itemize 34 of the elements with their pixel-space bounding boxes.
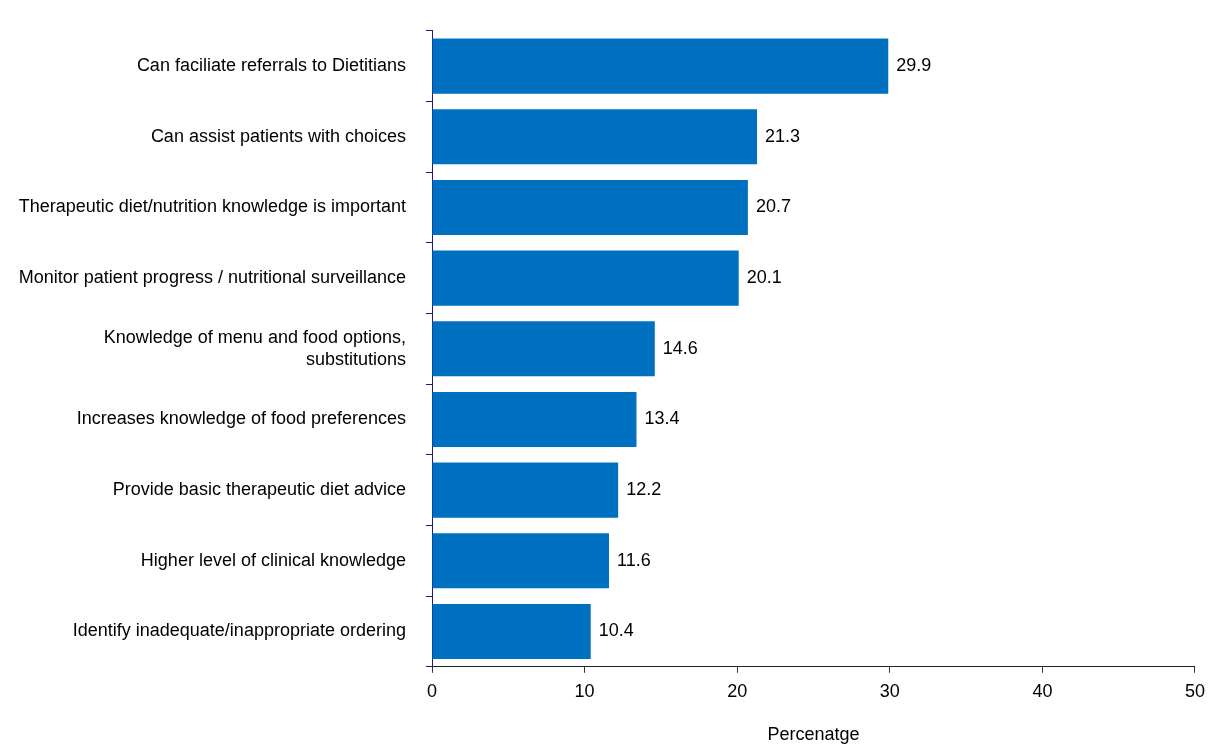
data-label: 11.6 bbox=[617, 549, 651, 570]
y-tick-label: Increases knowledge of food preferences bbox=[76, 408, 406, 429]
x-tick-label: 20 bbox=[727, 680, 748, 701]
data-label: 20.1 bbox=[746, 267, 782, 288]
data-label: 20.7 bbox=[755, 196, 791, 217]
data-label: 29.9 bbox=[896, 55, 932, 76]
bar bbox=[432, 603, 591, 660]
x-axis-title: Percenatge bbox=[767, 724, 860, 745]
bar bbox=[432, 109, 758, 165]
y-tick-label: Knowledge of menu and food options, substitutions bbox=[103, 326, 406, 369]
y-tick-label: Provide basic therapeutic diet advice bbox=[112, 479, 406, 500]
bar bbox=[432, 250, 739, 306]
y-tick-label: Identify inadequate/inappropriate ordering bbox=[72, 620, 406, 641]
data-label: 14.6 bbox=[662, 337, 698, 358]
data-label: 12.2 bbox=[626, 479, 662, 500]
bar bbox=[432, 179, 748, 236]
x-tick-label: 50 bbox=[1184, 680, 1205, 701]
data-label: 21.3 bbox=[765, 125, 801, 146]
data-label: 10.4 bbox=[598, 620, 634, 641]
y-tick-label: Higher level of clinical knowledge bbox=[140, 549, 406, 570]
x-tick-label: 10 bbox=[574, 680, 595, 701]
y-tick-label: Therapeutic diet/nutrition knowledge is important bbox=[18, 196, 406, 217]
x-tick-label: 0 bbox=[426, 680, 438, 701]
bar bbox=[432, 391, 637, 448]
bar bbox=[432, 533, 610, 589]
y-tick-label: Monitor patient progress / nutritional surveillance bbox=[18, 267, 406, 288]
x-tick-label: 30 bbox=[879, 680, 900, 701]
y-tick-label: Can assist patients with choices bbox=[150, 125, 406, 146]
bar bbox=[432, 462, 619, 518]
y-tick-label: Can faciliate referrals to Dietitians bbox=[136, 55, 406, 76]
data-label: 13.4 bbox=[644, 408, 680, 429]
bar bbox=[432, 38, 889, 94]
bar bbox=[432, 321, 655, 377]
x-tick-label: 40 bbox=[1032, 680, 1053, 701]
